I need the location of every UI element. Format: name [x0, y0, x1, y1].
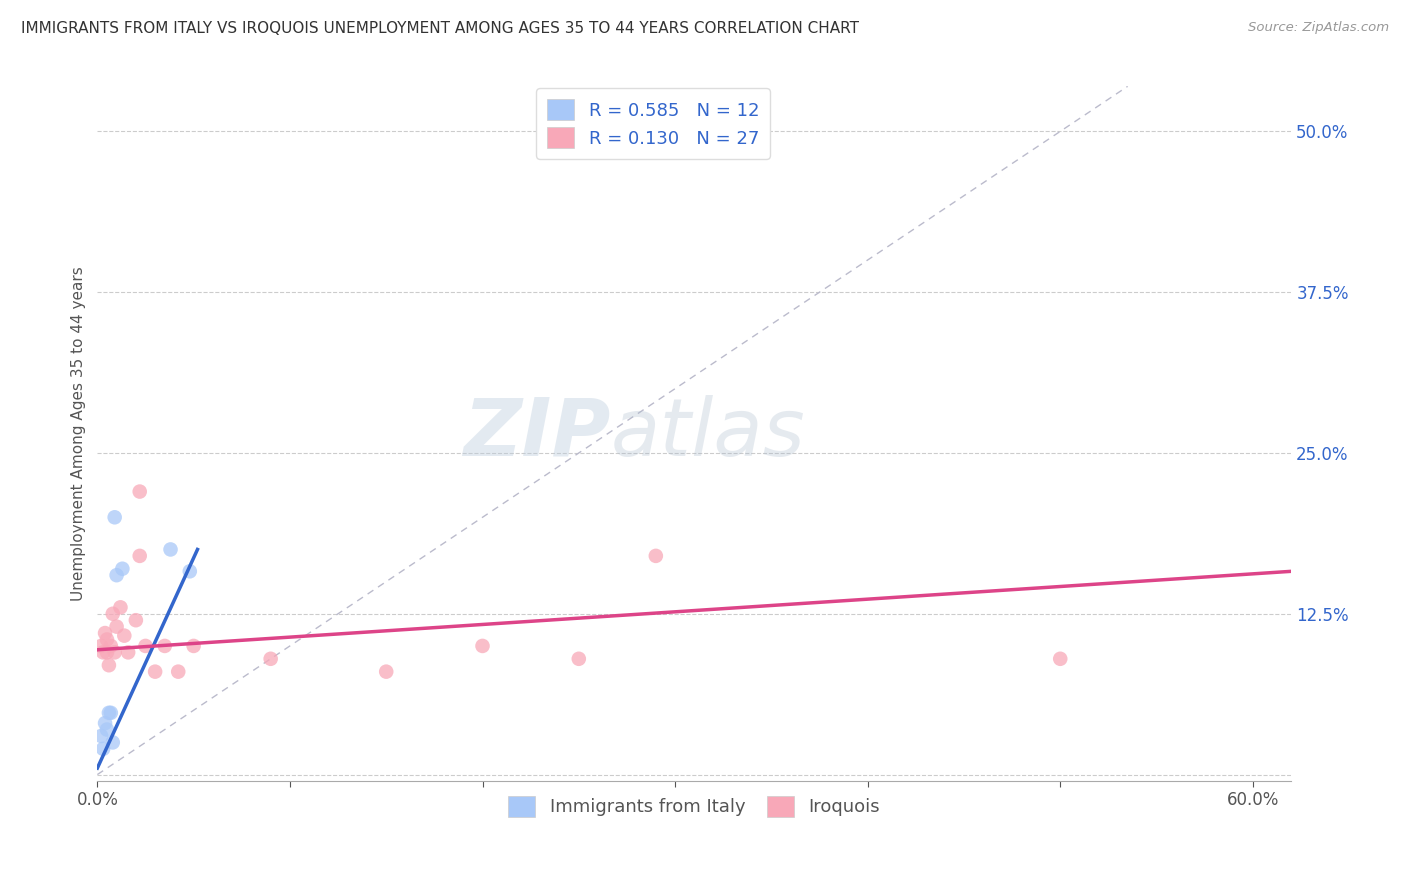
Point	[94, 626, 117, 640]
Point	[375, 665, 398, 679]
Legend: Immigrants from Italy, Iroquois: Immigrants from Italy, Iroquois	[501, 789, 887, 824]
Point	[101, 607, 124, 621]
Point	[101, 735, 124, 749]
Point	[153, 639, 176, 653]
Point	[125, 613, 148, 627]
Point	[167, 665, 190, 679]
Point	[97, 658, 120, 673]
Point	[1049, 652, 1071, 666]
Point	[143, 665, 166, 679]
Text: ZIP: ZIP	[464, 394, 610, 473]
Point	[100, 706, 122, 720]
Point	[117, 645, 139, 659]
Point	[104, 645, 127, 659]
Point	[105, 620, 128, 634]
Point	[179, 564, 201, 578]
Point	[111, 562, 134, 576]
Point	[568, 652, 591, 666]
Point	[100, 639, 122, 653]
Point	[96, 632, 118, 647]
Point	[471, 639, 494, 653]
Text: IMMIGRANTS FROM ITALY VS IROQUOIS UNEMPLOYMENT AMONG AGES 35 TO 44 YEARS CORRELA: IMMIGRANTS FROM ITALY VS IROQUOIS UNEMPL…	[21, 21, 859, 36]
Point	[97, 706, 120, 720]
Point	[96, 723, 118, 737]
Point	[91, 742, 114, 756]
Text: Source: ZipAtlas.com: Source: ZipAtlas.com	[1249, 21, 1389, 34]
Point	[110, 600, 132, 615]
Point	[183, 639, 205, 653]
Point	[134, 639, 156, 653]
Point	[644, 549, 666, 563]
Point	[260, 652, 283, 666]
Point	[91, 645, 114, 659]
Text: atlas: atlas	[610, 394, 806, 473]
Point	[90, 639, 112, 653]
Point	[128, 484, 150, 499]
Point	[96, 645, 118, 659]
Point	[128, 549, 150, 563]
Point	[112, 629, 135, 643]
Point	[159, 542, 181, 557]
Point	[94, 716, 117, 731]
Y-axis label: Unemployment Among Ages 35 to 44 years: Unemployment Among Ages 35 to 44 years	[72, 267, 86, 601]
Point	[104, 510, 127, 524]
Point	[90, 729, 112, 743]
Point	[105, 568, 128, 582]
